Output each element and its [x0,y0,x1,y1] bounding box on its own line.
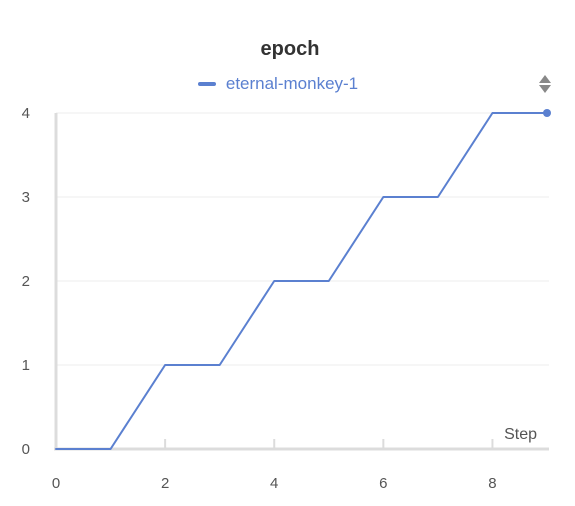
legend-swatch [197,82,216,86]
legend-label[interactable]: eternal-monkey-1 [225,74,359,93]
y-tick-label: 1 [22,357,30,374]
x-tick-label: 2 [161,475,169,492]
chart-title: epoch [260,38,320,60]
y-tick-label: 2 [22,273,30,290]
x-tick-label: 6 [379,475,387,492]
up-arrow-icon [539,75,551,83]
x-tick-label: 4 [270,475,278,492]
y-tick-label: 0 [22,441,30,458]
series-last-point [543,109,551,117]
y-tick-label: 3 [22,189,30,206]
x-tick-label: 0 [52,475,60,492]
up-down-arrows-icon [539,75,551,93]
series-line [55,112,548,450]
x-tick-label: 8 [488,475,496,492]
y-tick-label: 4 [22,105,30,122]
legend: eternal-monkey-1 [0,74,556,94]
down-arrow-icon [539,85,551,93]
x-axis-title: Step [504,426,537,443]
legend-scroll-button[interactable] [537,73,553,95]
